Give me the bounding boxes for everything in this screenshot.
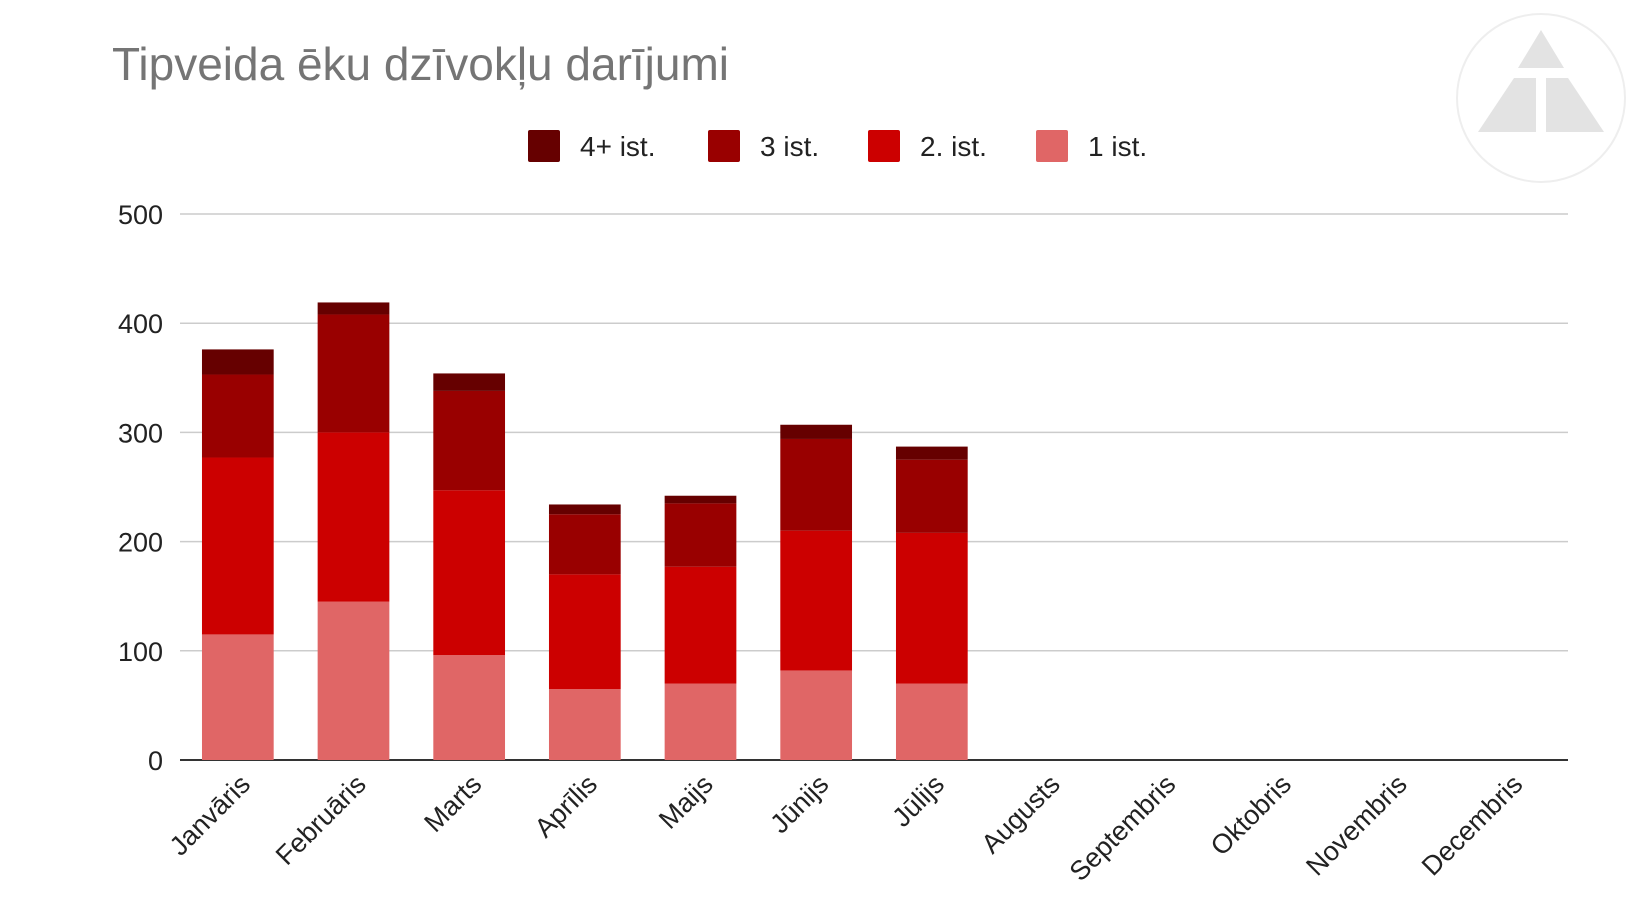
logo bbox=[1456, 13, 1626, 183]
bar-segment bbox=[548, 574, 621, 690]
legend-item: 2. ist. bbox=[868, 130, 987, 162]
logo-circle bbox=[1456, 13, 1626, 183]
x-tick-label: Oktobris bbox=[1205, 769, 1297, 861]
bar-group-3 bbox=[548, 504, 621, 760]
logo-triangle-top bbox=[1518, 30, 1564, 68]
bar-segment bbox=[780, 424, 853, 439]
bar-segment bbox=[780, 438, 853, 531]
legend-swatch bbox=[868, 130, 900, 162]
y-axis-ticks: 0 100 200 300 400 500 bbox=[118, 200, 163, 776]
bar-segment bbox=[548, 689, 621, 760]
bar-segment bbox=[664, 495, 737, 504]
y-tick-label: 0 bbox=[148, 746, 163, 776]
bar-segment bbox=[317, 314, 390, 433]
logo-shape-left bbox=[1478, 78, 1536, 132]
x-tick-label: Augusts bbox=[976, 769, 1066, 859]
bar-segment bbox=[317, 432, 390, 602]
legend-label: 1 ist. bbox=[1088, 131, 1147, 162]
bar-segment bbox=[548, 514, 621, 575]
chart-title: Tipveida ēku dzīvokļu darījumi bbox=[112, 38, 729, 90]
legend-item: 3 ist. bbox=[708, 130, 819, 162]
legend-label: 2. ist. bbox=[920, 131, 987, 162]
y-tick-label: 100 bbox=[118, 637, 163, 667]
bars bbox=[201, 302, 968, 760]
legend-label: 3 ist. bbox=[760, 131, 819, 162]
bar-group-4 bbox=[664, 495, 737, 760]
x-tick-label: Aprīlis bbox=[529, 769, 603, 843]
legend-swatch bbox=[708, 130, 740, 162]
bar-segment bbox=[201, 349, 274, 375]
bar-segment bbox=[780, 530, 853, 671]
bar-group-6 bbox=[895, 446, 968, 760]
x-tick-label: Janvāris bbox=[164, 769, 256, 861]
x-tick-label: Maijs bbox=[653, 769, 719, 835]
bar-segment bbox=[317, 302, 390, 315]
legend: 4+ ist. 3 ist. 2. ist. 1 ist. bbox=[528, 130, 1147, 162]
bar-segment bbox=[780, 670, 853, 760]
bar-segment bbox=[895, 532, 968, 684]
x-tick-label: Jūnijs bbox=[764, 769, 834, 839]
y-tick-label: 400 bbox=[118, 309, 163, 339]
bar-group-5 bbox=[780, 424, 853, 760]
bar-segment bbox=[895, 446, 968, 460]
bar-segment bbox=[201, 634, 274, 760]
legend-label: 4+ ist. bbox=[580, 131, 655, 162]
bar-segment bbox=[664, 566, 737, 684]
x-tick-label: Februāris bbox=[270, 769, 372, 871]
bar-segment bbox=[433, 490, 506, 656]
bar-segment bbox=[433, 373, 506, 391]
y-tick-label: 300 bbox=[118, 418, 163, 448]
grid bbox=[180, 213, 1568, 761]
y-tick-label: 500 bbox=[118, 200, 163, 230]
bar-segment bbox=[201, 457, 274, 635]
bar-group-2 bbox=[433, 373, 506, 760]
x-tick-label: Decembris bbox=[1416, 769, 1528, 881]
x-tick-label: Jūlijs bbox=[886, 769, 950, 833]
bar-group-0 bbox=[201, 349, 274, 760]
bar-segment bbox=[664, 503, 737, 567]
bar-segment bbox=[548, 504, 621, 515]
bar-segment bbox=[664, 683, 737, 760]
bar-segment bbox=[895, 459, 968, 533]
legend-item: 1 ist. bbox=[1036, 130, 1147, 162]
bar-group-1 bbox=[317, 302, 390, 760]
x-tick-label: Marts bbox=[418, 769, 487, 838]
bar-segment bbox=[433, 390, 506, 491]
legend-swatch bbox=[1036, 130, 1068, 162]
legend-swatch bbox=[528, 130, 560, 162]
x-axis-ticks: Janvāris Februāris Marts Aprīlis Maijs Jūnijs… bbox=[164, 769, 1529, 887]
bar-segment bbox=[895, 683, 968, 760]
x-tick-label: Novembris bbox=[1300, 769, 1412, 881]
legend-item: 4+ ist. bbox=[528, 130, 655, 162]
y-tick-label: 200 bbox=[118, 528, 163, 558]
logo-shape-right bbox=[1546, 78, 1604, 132]
bar-segment bbox=[201, 374, 274, 458]
bar-segment bbox=[433, 655, 506, 760]
x-tick-label: Septembris bbox=[1064, 769, 1182, 887]
bar-segment bbox=[317, 601, 390, 760]
